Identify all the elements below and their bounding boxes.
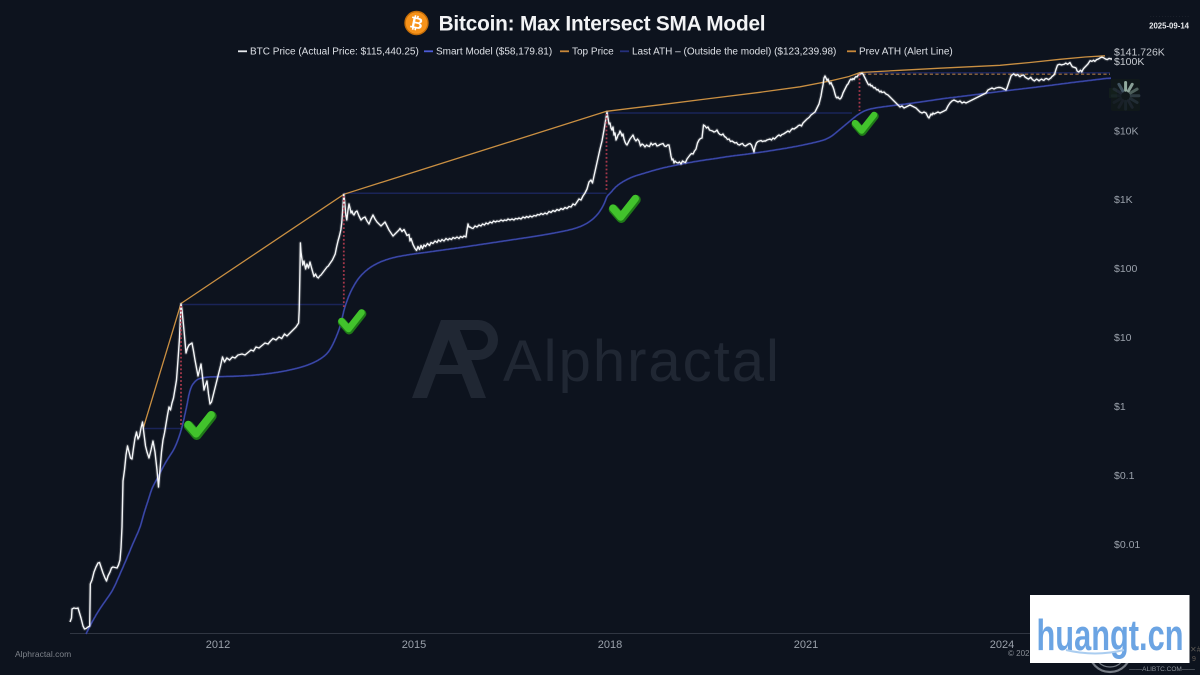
svg-text:Top Price: Top Price xyxy=(572,47,614,58)
svg-text:2021: 2021 xyxy=(794,639,818,651)
svg-text:2015: 2015 xyxy=(402,639,426,651)
svg-text:$1K: $1K xyxy=(1114,194,1133,206)
svg-text:BTC Price (Actual Price: $115,: BTC Price (Actual Price: $115,440.25) xyxy=(250,47,419,58)
svg-text:₿: ₿ xyxy=(408,13,425,33)
svg-text:$141.726K: $141.726K xyxy=(1114,47,1165,59)
svg-text:Alphractal: Alphractal xyxy=(503,329,781,394)
svg-text:$0.01: $0.01 xyxy=(1114,539,1140,551)
svg-text:✕#215;: ✕#215; xyxy=(1190,645,1200,654)
svg-text:Bitcoin: Max Intersect SMA Mod: Bitcoin: Max Intersect SMA Model xyxy=(439,13,766,36)
svg-text:$100: $100 xyxy=(1114,263,1138,275)
svg-text:Prev ATH (Alert Line): Prev ATH (Alert Line) xyxy=(859,47,953,58)
svg-text:$10: $10 xyxy=(1114,332,1132,344)
svg-text:Smart Model ($58,179.81): Smart Model ($58,179.81) xyxy=(436,47,552,58)
svg-text:$10K: $10K xyxy=(1114,126,1139,138)
svg-text:——ALIBTC.COM——: ——ALIBTC.COM—— xyxy=(1129,666,1195,673)
svg-text:2018: 2018 xyxy=(598,639,622,651)
svg-text:2025-09-14: 2025-09-14 xyxy=(1149,22,1190,31)
svg-text:9: 9 xyxy=(1192,656,1196,663)
svg-text:$1: $1 xyxy=(1114,401,1126,413)
svg-text:Last ATH – (Outside the model): Last ATH – (Outside the model) ($123,239… xyxy=(632,47,836,58)
svg-text:2024: 2024 xyxy=(990,639,1014,651)
svg-text:2012: 2012 xyxy=(206,639,230,651)
svg-text:Alphractal.com: Alphractal.com xyxy=(15,649,71,659)
svg-text:$100K: $100K xyxy=(1114,56,1144,68)
svg-text:$0.1: $0.1 xyxy=(1114,470,1135,482)
svg-text:··············: ·············· xyxy=(1150,14,1190,20)
